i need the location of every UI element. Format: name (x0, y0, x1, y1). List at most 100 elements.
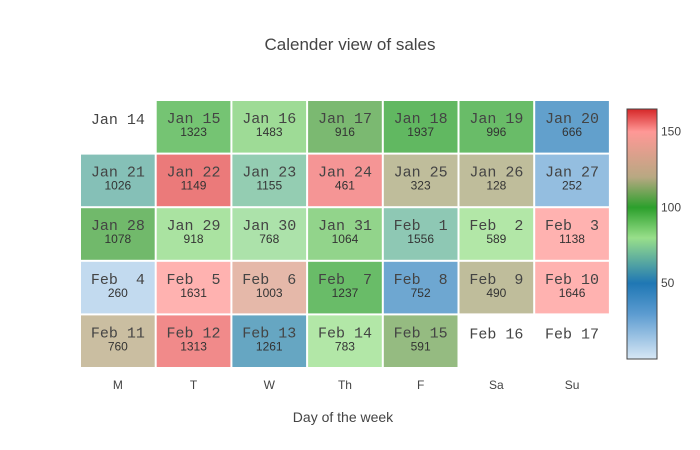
cell-date-label: Jan 23 (242, 165, 296, 182)
cell-value-label: 752 (411, 286, 431, 300)
colorbar-gradient (626, 108, 658, 360)
heatmap-cell (383, 154, 458, 207)
heatmap-cell (232, 154, 307, 207)
cell-date-label: Feb 8 (394, 272, 448, 289)
cell-date-label: Jan 30 (242, 218, 296, 235)
cell-date-label: Feb 13 (242, 325, 296, 342)
heatmap-cell (383, 261, 458, 314)
cell-date-label: Jan 24 (318, 165, 372, 182)
heatmap-cell (232, 315, 307, 367)
cell-date-label: Jan 19 (469, 111, 523, 128)
heatmap-cell (459, 261, 534, 314)
cell-value-label: 916 (335, 125, 355, 139)
cell-value-label: 490 (486, 286, 506, 300)
heatmap-cell (232, 101, 307, 153)
heatmap-cell (232, 261, 307, 314)
cell-date-label: Jan 18 (394, 111, 448, 128)
cell-date-label: Feb 10 (545, 272, 599, 289)
cell-date-label: Feb 2 (469, 218, 523, 235)
cell-value-label: 1138 (559, 232, 585, 246)
heatmap-cell (308, 261, 382, 314)
cell-value-label: 1149 (181, 179, 207, 193)
heatmap-cell (81, 208, 155, 260)
heatmap-cell (308, 154, 382, 207)
cell-date-label: Jan 14 (91, 112, 145, 129)
heatmap-cell (535, 261, 609, 314)
cell-value-label: 1483 (256, 125, 283, 139)
cell-date-label: Jan 28 (91, 218, 145, 235)
x-tick-label: Su (565, 378, 580, 392)
colorbar-tick-label: 50 (661, 276, 675, 290)
cell-value-label: 1003 (256, 286, 283, 300)
cell-value-label: 666 (562, 125, 582, 139)
cell-value-label: 260 (108, 286, 128, 300)
heatmap-cell (81, 315, 155, 367)
heatmap-cell (383, 101, 458, 153)
cell-date-label: Jan 17 (318, 111, 372, 128)
cell-value-label: 996 (486, 125, 506, 139)
cell-date-label: Feb 9 (469, 272, 523, 289)
heatmap-cell (156, 101, 231, 153)
heatmap-cell (308, 315, 382, 367)
cell-date-label: Jan 25 (394, 165, 448, 182)
cell-value-label: 1064 (332, 232, 359, 246)
cell-value-label: 1261 (256, 339, 283, 353)
cell-value-label: 1631 (180, 286, 207, 300)
cell-date-label: Feb 5 (167, 272, 221, 289)
colorbar-tick-label: 150 (661, 125, 681, 139)
colorbar-tick-label: 100 (661, 200, 681, 214)
x-tick-label: T (190, 378, 198, 392)
cell-date-label: Feb 14 (318, 325, 372, 342)
x-axis-title: Day of the week (293, 409, 394, 425)
cell-date-label: Jan 29 (167, 218, 221, 235)
cell-date-label: Jan 16 (242, 111, 296, 128)
heatmap-cell (535, 208, 609, 260)
heatmap-cell (459, 208, 534, 260)
heatmap-cell (81, 154, 155, 207)
cell-value-label: 1323 (180, 125, 207, 139)
cell-value-label: 1646 (559, 286, 586, 300)
colorbar: 50 100 150 (626, 108, 681, 360)
cell-date-label: Jan 20 (545, 111, 599, 128)
cell-date-label: Jan 15 (167, 111, 221, 128)
cell-value-label: 128 (486, 179, 506, 193)
heatmap-cell (535, 101, 609, 153)
cell-date-label: Jan 26 (469, 165, 523, 182)
cell-date-label: Feb 15 (394, 325, 448, 342)
cell-value-label: 1155 (256, 179, 282, 193)
heatmap-cell (383, 315, 458, 367)
heatmap-cell (156, 208, 231, 260)
cell-value-label: 461 (335, 179, 355, 193)
cell-date-label: Feb 12 (167, 325, 221, 342)
cell-value-label: 591 (411, 339, 431, 353)
cell-value-label: 1026 (104, 179, 131, 193)
cell-date-label: Jan 21 (91, 165, 145, 182)
heatmap-cell (156, 261, 231, 314)
heatmap-cell (308, 208, 382, 260)
heatmap-cell (156, 154, 231, 207)
cell-value-label: 783 (335, 339, 355, 353)
heatmap-cell (459, 101, 534, 153)
cell-date-label: Feb 16 (469, 326, 523, 343)
heatmap-cell (383, 208, 458, 260)
cell-value-label: 760 (108, 339, 128, 353)
cell-date-label: Feb 4 (91, 272, 145, 289)
heatmap-cell (308, 101, 382, 153)
heatmap-cell (81, 261, 155, 314)
x-tick-label: Th (338, 378, 352, 392)
x-tick-label: W (264, 378, 276, 392)
cell-value-label: 252 (562, 179, 582, 193)
cell-value-label: 589 (486, 232, 506, 246)
cell-date-label: Feb 3 (545, 218, 599, 235)
cell-date-label: Feb 1 (394, 218, 448, 235)
cell-value-label: 1937 (407, 125, 434, 139)
cell-value-label: 323 (411, 179, 431, 193)
heatmap-cell (535, 154, 609, 207)
x-axis-ticks: M T W Th F Sa Su (113, 378, 580, 392)
cell-date-label: Jan 27 (545, 165, 599, 182)
heatmap-cell (156, 315, 231, 367)
cell-value-label: 1078 (104, 232, 131, 246)
cell-value-label: 1313 (180, 339, 207, 353)
